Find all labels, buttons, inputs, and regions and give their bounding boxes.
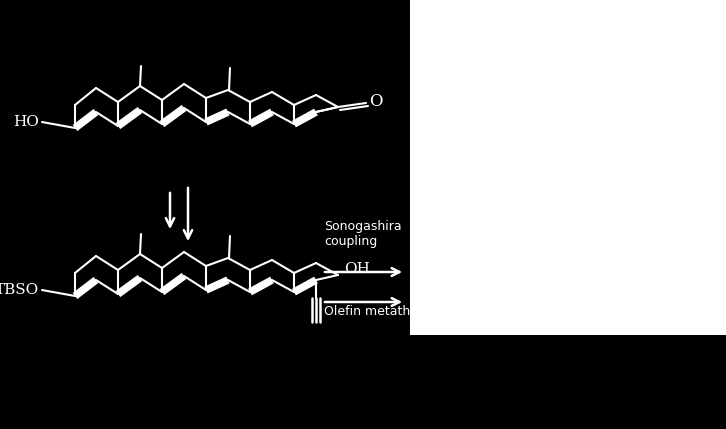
Bar [410,0,726,335]
Text: Diastereomeric rotors: Diastereomeric rotors [483,401,653,415]
Text: TBSO: TBSO [0,283,39,297]
Text: OH: OH [344,262,370,276]
Text: E – Z: E – Z [540,375,596,395]
Text: Sonogashira
coupling: Sonogashira coupling [324,220,401,248]
Text: O: O [369,93,383,109]
Text: Olefin metathe: Olefin metathe [324,305,418,318]
Text: HO: HO [13,115,39,129]
